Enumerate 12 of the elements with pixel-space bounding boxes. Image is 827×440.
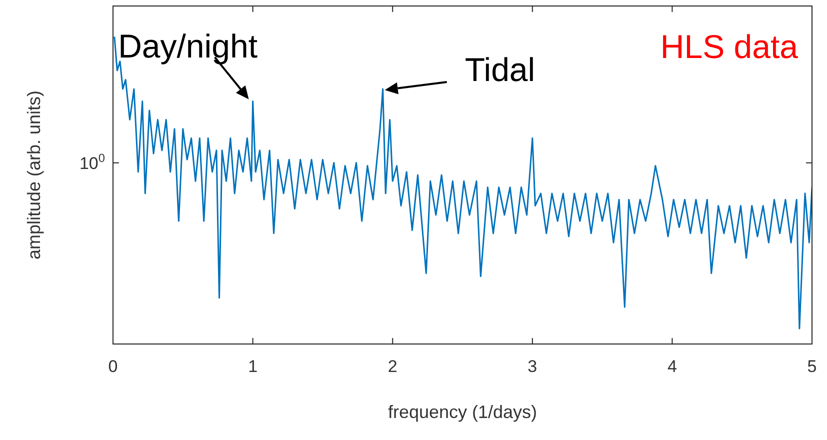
y-axis-title: amplitude (arb. units) xyxy=(24,90,44,260)
annotation: HLS data xyxy=(660,28,799,65)
annotation: Tidal xyxy=(464,50,536,88)
text: 10$^{0}$ xyxy=(79,150,106,173)
x-tick-label: 5 xyxy=(807,357,817,376)
x-tick-label: 3 xyxy=(528,357,538,376)
x-tick-label: 0 xyxy=(108,357,118,376)
x-tick-label: 4 xyxy=(667,357,677,376)
x-axis-title: frequency (1/days) xyxy=(388,402,538,422)
x-tick-label: 1 xyxy=(248,357,258,376)
x-tick-label: 2 xyxy=(388,357,398,376)
annotation: Day/night xyxy=(118,27,258,64)
